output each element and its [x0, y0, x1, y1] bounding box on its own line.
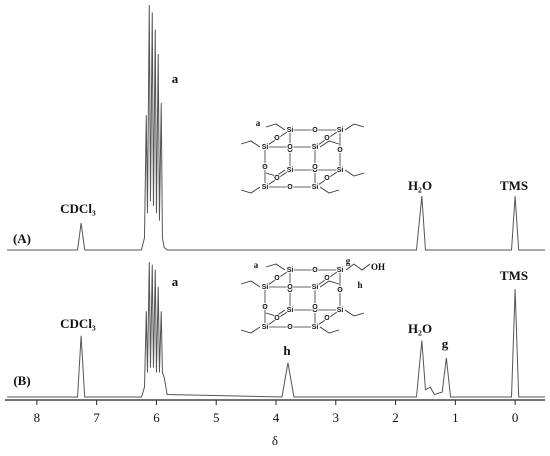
atom-label: O — [287, 144, 293, 151]
x-tick-label: 8 — [34, 410, 41, 425]
x-tick-label: 0 — [512, 410, 519, 425]
atom-label: Si — [312, 284, 319, 291]
bond — [314, 129, 341, 148]
vinyl — [319, 186, 340, 194]
x-tick-label: 3 — [333, 410, 340, 425]
vinyl — [265, 263, 286, 271]
atom-label: Si — [337, 127, 344, 134]
vinyl — [265, 123, 286, 131]
x-tick-label: 6 — [153, 410, 160, 425]
structure-label: g — [346, 256, 351, 266]
atom-label: O — [274, 275, 280, 282]
atom-label: O — [274, 175, 280, 182]
peak-annotation: (B) — [13, 373, 30, 388]
atom-label: O — [324, 275, 330, 282]
atom-label: O — [287, 284, 293, 291]
atom-label: O — [324, 175, 330, 182]
vinyl — [319, 140, 340, 148]
vinyl — [240, 326, 261, 334]
structure-label: h — [357, 280, 362, 290]
atom-label: O — [312, 307, 318, 314]
x-tick-label: 7 — [93, 410, 100, 425]
structure-label: a — [256, 118, 261, 128]
atom-label: Si — [262, 184, 269, 191]
atom-label: O — [274, 135, 280, 142]
atom-label: Si — [312, 144, 319, 151]
atom-label: O — [262, 304, 268, 311]
atom-label: Si — [287, 267, 294, 274]
atom-label: Si — [287, 167, 294, 174]
x-tick-label: 2 — [392, 410, 399, 425]
atom-label: O — [324, 135, 330, 142]
bond — [264, 169, 291, 188]
atom-label: O — [287, 147, 293, 154]
peak-annotation: H₂O — [408, 178, 432, 193]
atom-label: Si — [337, 167, 344, 174]
peak-annotation: TMS — [500, 268, 528, 283]
x-axis-label: δ — [272, 433, 278, 448]
peak-annotation: H₂O — [408, 321, 432, 336]
vinyl — [240, 186, 261, 194]
vinyl — [240, 280, 261, 288]
atom-label: Si — [287, 127, 294, 134]
atom-label: Si — [312, 324, 319, 331]
atom-label: O — [312, 267, 318, 274]
atom-label: O — [337, 287, 343, 294]
atom-label: O — [337, 147, 343, 154]
vinyl — [344, 309, 365, 317]
bond — [314, 309, 341, 328]
bond — [314, 269, 341, 288]
x-tick-label: 4 — [273, 410, 280, 425]
atom-label: Si — [262, 284, 269, 291]
bond — [314, 169, 341, 188]
atom-label: O — [287, 324, 293, 331]
peak-annotation: g — [442, 336, 449, 351]
atom-label: O — [262, 164, 268, 171]
atom-label: Si — [262, 144, 269, 151]
peak-annotation: CDCl₃ — [60, 201, 96, 216]
peak-annotation: CDCl₃ — [60, 316, 96, 331]
peak-annotation: h — [283, 343, 291, 358]
atom-label: O — [312, 167, 318, 174]
vinyl — [265, 309, 286, 317]
bond — [264, 269, 291, 288]
bond — [264, 129, 291, 148]
atom-label: Si — [312, 184, 319, 191]
vinyl — [240, 140, 261, 148]
structure-label: OH — [371, 262, 385, 272]
atom-label: Si — [262, 324, 269, 331]
atom-label: O — [287, 184, 293, 191]
atom-label: O — [287, 287, 293, 294]
atom-label: O — [312, 304, 318, 311]
vinyl — [344, 169, 365, 177]
peak-annotation: (A) — [13, 231, 31, 246]
x-tick-label: 1 — [452, 410, 459, 425]
spectrum-line — [7, 4, 545, 251]
vinyl — [319, 280, 340, 288]
bond — [264, 309, 291, 328]
atom-label: Si — [287, 307, 294, 314]
vinyl — [344, 123, 365, 131]
atom-label: O — [274, 315, 280, 322]
atom-label: O — [324, 315, 330, 322]
x-tick-label: 5 — [213, 410, 220, 425]
peak-annotation: TMS — [500, 178, 528, 193]
peak-annotation: a — [172, 71, 179, 86]
peak-annotation: a — [172, 274, 179, 289]
vinyl — [265, 169, 286, 177]
atom-label: Si — [337, 307, 344, 314]
chain — [345, 263, 371, 271]
structure-label: a — [254, 260, 259, 270]
atom-label: O — [312, 164, 318, 171]
spectrum-line — [7, 262, 545, 398]
vinyl — [319, 326, 340, 334]
atom-label: O — [312, 127, 318, 134]
atom-label: Si — [337, 267, 344, 274]
